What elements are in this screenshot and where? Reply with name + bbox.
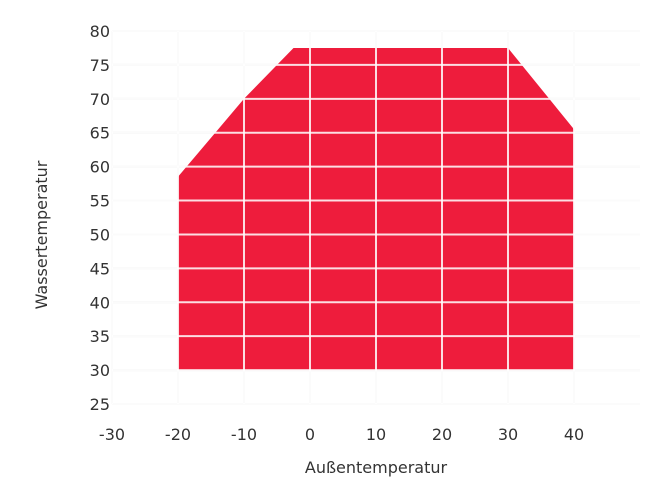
x-tick-label: 10 bbox=[366, 425, 386, 444]
y-tick-label: 45 bbox=[90, 259, 110, 278]
y-tick-label: 30 bbox=[90, 361, 110, 380]
y-tick-label: 40 bbox=[90, 293, 110, 312]
x-tick-label: -20 bbox=[165, 425, 191, 444]
y-tick-label: 35 bbox=[90, 327, 110, 346]
y-tick-label: 60 bbox=[90, 158, 110, 177]
x-tick-labels: -30 -20 -10 0 10 20 30 40 bbox=[99, 425, 584, 444]
y-tick-labels: 25 30 35 40 45 50 55 60 65 70 75 80 bbox=[90, 22, 110, 414]
x-tick-label: 0 bbox=[305, 425, 315, 444]
x-tick-label: -30 bbox=[99, 425, 125, 444]
y-tick-label: 70 bbox=[90, 90, 110, 109]
y-tick-label: 50 bbox=[90, 225, 110, 244]
y-tick-label: 75 bbox=[90, 56, 110, 75]
gridlines-overlay bbox=[111, 30, 640, 405]
x-tick-label: 40 bbox=[564, 425, 584, 444]
y-tick-label: 55 bbox=[90, 192, 110, 211]
y-tick-label: 65 bbox=[90, 124, 110, 143]
y-tick-label: 25 bbox=[90, 395, 110, 414]
x-tick-label: -10 bbox=[231, 425, 257, 444]
y-tick-label: 80 bbox=[90, 22, 110, 41]
x-axis-title: Außentemperatur bbox=[305, 458, 448, 477]
x-tick-label: 30 bbox=[498, 425, 518, 444]
x-tick-label: 20 bbox=[432, 425, 452, 444]
y-axis-title: Wassertemperatur bbox=[32, 160, 51, 309]
